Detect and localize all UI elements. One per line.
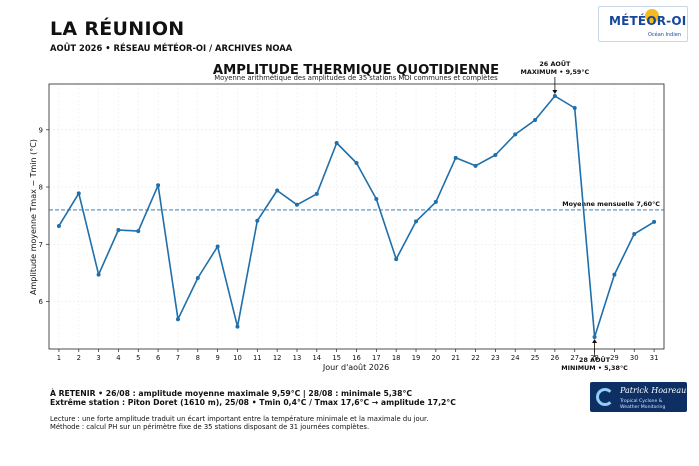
data-point [592, 334, 597, 339]
meteor-oi-logo: MÉTÉOR-OI Océan Indien [598, 6, 688, 42]
x-tick-label: 5 [136, 354, 140, 362]
x-tick-label: 18 [392, 354, 401, 362]
sun-icon [645, 9, 659, 23]
footer-station-extreme: Extrême station : Piton Doret (1610 m), … [50, 398, 456, 407]
x-tick-label: 14 [312, 354, 321, 362]
x-tick-label: 9 [215, 354, 219, 362]
max-annotation: 26 AOÛT MAXIMUM • 9,59°C [521, 59, 590, 95]
logo-brand: MÉTÉOR-OI [609, 14, 687, 28]
y-tick-label: 9 [39, 126, 43, 134]
x-tick-label: 17 [372, 354, 381, 362]
x-tick-label: 6 [156, 354, 160, 362]
x-tick-label: 10 [233, 354, 242, 362]
y-tick-label: 6 [39, 298, 44, 306]
data-point [156, 183, 161, 188]
data-point [294, 202, 299, 207]
chart-title: AMPLITUDE THERMIQUE QUOTIDIENNE [213, 63, 499, 78]
x-tick-label: 7 [176, 354, 180, 362]
y-axis: 6 7 8 9 [39, 126, 49, 306]
badge-tagline: Tropical Cyclone & Weather Monitoring [620, 399, 666, 410]
footer-reading-note: Lecture : une forte amplitude traduit un… [50, 415, 429, 423]
data-point [136, 229, 141, 234]
data-point [533, 118, 538, 123]
x-tick-label: 1 [57, 354, 61, 362]
data-point [632, 231, 637, 236]
grid-lines [49, 84, 664, 349]
data-point [513, 132, 518, 137]
min-annotation: 28 AOÛT MINIMUM • 5,38°C [561, 338, 628, 372]
header-subtitle: AOÛT 2026 • RÉSEAU MÉTÉOR-OI / ARCHIVES … [50, 43, 293, 53]
x-tick-label: 23 [491, 354, 500, 362]
min-annotation-arrowhead [592, 338, 598, 343]
x-tick-label: 19 [412, 354, 421, 362]
data-point [314, 191, 319, 196]
min-annotation-value: MINIMUM • 5,38°C [561, 364, 628, 372]
x-tick-label: 27 [570, 354, 579, 362]
x-tick-label: 28 [590, 354, 599, 362]
data-point [354, 160, 359, 165]
x-tick-label: 3 [96, 354, 100, 362]
data-point [76, 191, 81, 196]
data-point [56, 223, 61, 228]
data-point [215, 244, 220, 249]
author-badge: Patrick Hoareau Tropical Cyclone & Weathe… [590, 382, 687, 412]
max-annotation-date: 26 AOÛT [539, 59, 571, 68]
data-point [255, 218, 260, 223]
data-point [552, 94, 557, 99]
x-tick-label: 13 [293, 354, 302, 362]
data-point [612, 272, 617, 277]
x-tick-label: 15 [332, 354, 341, 362]
data-point [334, 140, 339, 145]
data-points [56, 94, 657, 339]
max-annotation-value: MAXIMUM • 9,59°C [521, 68, 590, 76]
min-annotation-date: 28 AOÛT [579, 355, 611, 364]
data-point [414, 219, 419, 224]
monthly-mean-label: Moyenne mensuelle 7,60°C [562, 200, 660, 208]
cyclone-icon [596, 388, 614, 406]
x-tick-label: 8 [196, 354, 200, 362]
x-tick-label: 11 [253, 354, 262, 362]
x-tick-label: 16 [352, 354, 361, 362]
logo-tagline: Océan Indien [647, 32, 681, 38]
max-annotation-arrowhead [552, 90, 558, 95]
x-tick-label: 22 [471, 354, 480, 362]
data-point [235, 324, 240, 329]
region-title: LA RÉUNION [50, 18, 185, 40]
data-point [493, 152, 498, 157]
x-tick-label: 24 [511, 354, 520, 362]
x-tick-label: 26 [551, 354, 560, 362]
data-point [433, 199, 438, 204]
y-tick-label: 8 [39, 184, 43, 192]
footer-key-facts: À RETENIR • 26/08 : amplitude moyenne ma… [50, 389, 412, 398]
x-tick-label: 12 [273, 354, 282, 362]
data-point [175, 317, 180, 322]
data-point [374, 197, 379, 202]
data-point [473, 163, 478, 168]
data-point [394, 257, 399, 262]
chart-subtitle: Moyenne arithmétique des amplitudes de 3… [214, 74, 498, 82]
x-tick-label: 4 [116, 354, 120, 362]
y-tick-label: 7 [39, 241, 43, 249]
badge-name: Patrick Hoareau [620, 386, 687, 395]
data-point [116, 227, 121, 232]
footer-method-note: Méthode : calcul PH sur un périmètre fix… [50, 423, 370, 431]
data-point [652, 219, 657, 224]
x-tick-label: 29 [610, 354, 619, 362]
x-tick-label: 30 [630, 354, 639, 362]
x-axis-label: Jour d'août 2026 [322, 363, 389, 372]
data-point [96, 272, 101, 277]
data-point [453, 155, 458, 160]
x-axis: 1 2 3 4 5 6 7 8 9 10 11 12 13 14 15 16 17 18 19 20 21 22 23 24 2… [57, 349, 659, 362]
data-point [275, 188, 280, 193]
x-tick-label: 2 [77, 354, 81, 362]
y-axis-label: Amplitude moyenne Tmax − Tmin (°C) [29, 139, 38, 295]
data-point [572, 106, 577, 111]
x-tick-label: 31 [650, 354, 659, 362]
x-tick-label: 25 [531, 354, 540, 362]
x-tick-label: 21 [451, 354, 460, 362]
data-point [195, 276, 200, 281]
x-tick-label: 20 [432, 354, 441, 362]
